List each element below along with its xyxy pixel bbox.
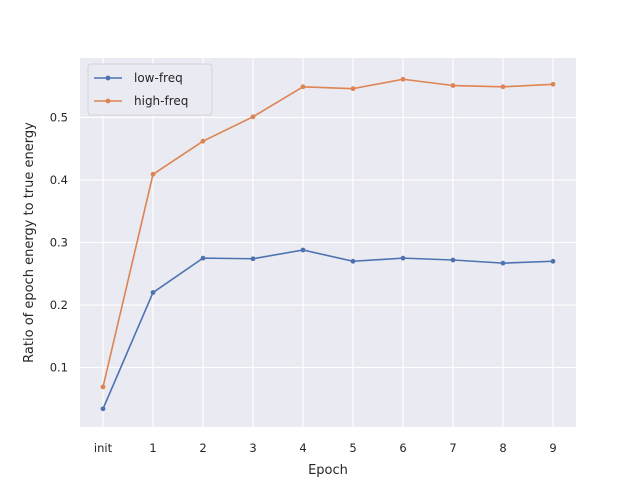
data-point-low-freq bbox=[250, 256, 256, 262]
data-point-high-freq bbox=[500, 84, 506, 90]
x-tick-label: 7 bbox=[449, 441, 456, 455]
series-group bbox=[100, 76, 556, 412]
data-point-high-freq bbox=[200, 138, 206, 144]
data-point-low-freq bbox=[550, 258, 556, 264]
x-tick-labels: init 1 2 3 4 5 6 7 8 9 bbox=[94, 441, 557, 455]
data-point-low-freq bbox=[400, 255, 406, 261]
data-point-low-freq bbox=[150, 290, 156, 295]
y-tick-label: 0.3 bbox=[50, 236, 68, 250]
data-point-high-freq bbox=[150, 171, 156, 177]
series-line-low-freq bbox=[102, 249, 554, 410]
data-point-low-freq bbox=[350, 258, 356, 264]
grid-lines bbox=[80, 58, 576, 427]
legend-label: low-freq bbox=[134, 71, 183, 85]
data-point-high-freq bbox=[550, 81, 556, 87]
y-tick-label: 0.4 bbox=[50, 173, 68, 187]
y-tick-label: 0.1 bbox=[50, 361, 68, 375]
data-point-high-freq bbox=[100, 384, 106, 390]
data-point-low-freq bbox=[100, 406, 106, 412]
data-point-high-freq bbox=[350, 86, 356, 92]
legend-box bbox=[87, 63, 213, 116]
data-point-high-freq bbox=[250, 114, 256, 120]
x-tick-label: 6 bbox=[399, 441, 406, 455]
data-point-low-freq bbox=[450, 257, 456, 263]
x-tick-label: 8 bbox=[499, 441, 506, 455]
data-point-low-freq bbox=[200, 255, 206, 261]
x-tick-label: 1 bbox=[149, 441, 156, 455]
data-point-high-freq bbox=[450, 83, 456, 88]
x-tick-label: 3 bbox=[249, 441, 256, 455]
data-point-high-freq bbox=[400, 76, 406, 82]
legend-marker bbox=[105, 98, 111, 104]
data-point-low-freq bbox=[300, 247, 306, 253]
y-tick-label: 0.5 bbox=[50, 110, 68, 124]
y-tick-label: 0.2 bbox=[50, 298, 68, 312]
series-line-high-freq bbox=[102, 78, 554, 388]
y-axis-title: Ratio of epoch energy to true energy bbox=[22, 122, 37, 363]
x-tick-label: 2 bbox=[199, 441, 206, 455]
data-point-low-freq bbox=[500, 260, 506, 266]
x-axis-title: Epoch bbox=[308, 463, 348, 478]
x-tick-label: 5 bbox=[349, 441, 356, 455]
x-tick-label: 4 bbox=[299, 441, 306, 455]
legend-marker bbox=[105, 75, 111, 81]
x-tick-label: init bbox=[94, 441, 113, 455]
legend-label: high-freq bbox=[134, 94, 188, 108]
y-tick-labels: 0.1 0.2 0.3 0.4 0.5 bbox=[50, 110, 68, 374]
legend: low-freq high-freq bbox=[87, 63, 213, 116]
x-tick-label: 9 bbox=[549, 441, 556, 455]
data-point-high-freq bbox=[300, 84, 306, 90]
